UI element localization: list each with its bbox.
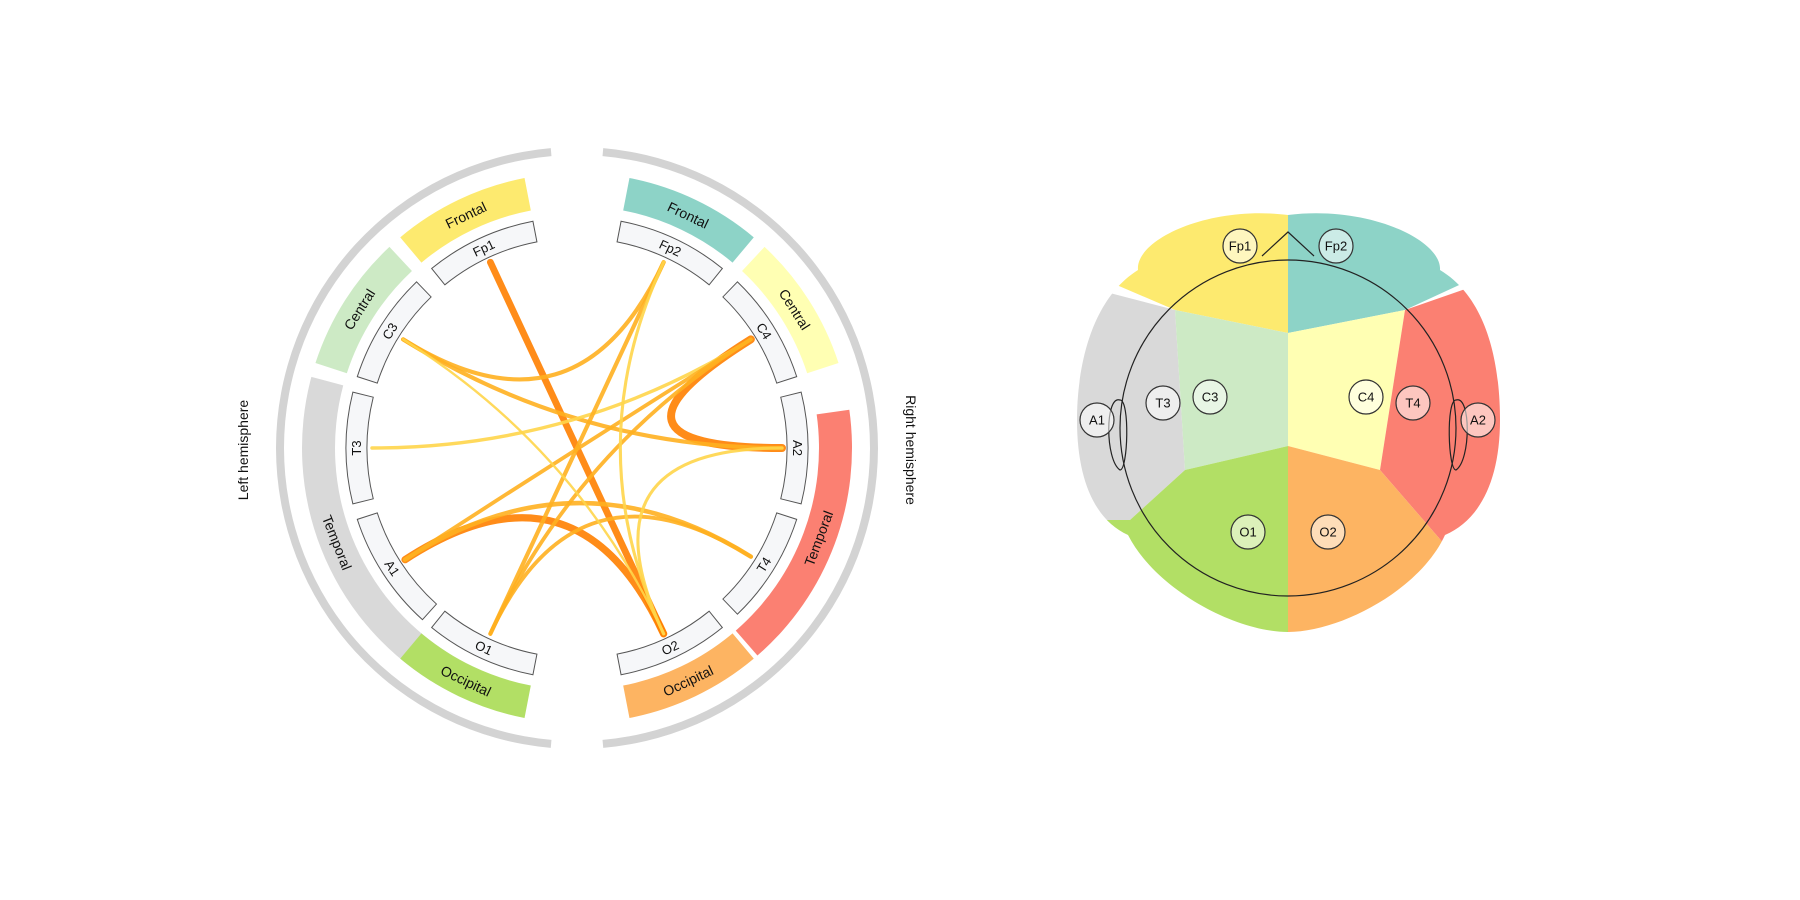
scalp-electrode-o2 [1310, 514, 1346, 550]
electrode-label-o1: O1 [473, 637, 495, 658]
scalp-electrode-fp2 [1318, 228, 1354, 264]
link-t3-c4 [370, 337, 753, 450]
scalp-electrode-t3 [1145, 385, 1181, 421]
link-o2-a2 [636, 446, 784, 636]
electrode-label-t3: T3 [349, 440, 364, 455]
right-hemisphere-label: Right hemisphere [903, 395, 919, 505]
electrode-segment-t4 [722, 512, 798, 615]
link-a1-c4 [403, 337, 753, 562]
left-hemisphere-label: Left hemisphere [235, 400, 251, 501]
scalp-electrode-label-c3: C3 [1202, 390, 1219, 405]
scalp-electrodes: Fp1 Fp2 A1 T3 C3 C4 T4 A2 O1 O2 [1079, 228, 1496, 550]
link-c3-a2 [401, 337, 785, 451]
scalp-electrode-label-fp1: Fp1 [1229, 239, 1251, 254]
electrode-segment-o1 [430, 610, 538, 676]
nose-shape [1261, 231, 1315, 257]
electrode-label-t4: T4 [754, 554, 775, 575]
electrode-segment-c3 [356, 281, 432, 384]
electrode-segment-a2 [780, 391, 809, 505]
scalp-electrode-label-o2: O2 [1319, 525, 1336, 540]
link-o1-c4 [488, 337, 753, 636]
scalp-electrode-a2 [1460, 402, 1496, 438]
scalp-electrode-fp1 [1222, 228, 1258, 264]
electrode-segment-o2 [616, 610, 724, 676]
scalp-region-left-central [1175, 310, 1288, 470]
electrode-label-o2: O2 [659, 637, 681, 658]
head-circle [1119, 259, 1457, 597]
scalp-electrode-label-fp2: Fp2 [1325, 239, 1347, 254]
scalp-electrode-c3 [1192, 379, 1228, 415]
scalp-region-right-central [1288, 310, 1405, 470]
link-c3-o2 [401, 338, 665, 635]
electrode-label-c3: C3 [379, 320, 401, 342]
scalp-electrode-label-t4: T4 [1405, 396, 1420, 411]
scalp-regions [1077, 213, 1500, 632]
region-arc-left-occipital [400, 633, 531, 718]
scalp-electrode-label-t3: T3 [1155, 396, 1170, 411]
region-arc-left-central [315, 246, 412, 374]
electrode-segment-fp1 [430, 220, 538, 286]
electrode-label-a2: A2 [790, 440, 805, 456]
electrode-segment-a1 [356, 512, 438, 621]
scalp-region-left-temporal [1077, 280, 1185, 540]
region-arc-right-occipital [623, 633, 754, 718]
connection-links [370, 258, 786, 638]
scalp-region-right-temporal [1380, 270, 1500, 545]
scalp-electrode-label-a1: A1 [1089, 413, 1105, 428]
region-arc-right-frontal [623, 178, 754, 263]
electrode-segment-t3 [345, 391, 374, 505]
region-arc-left-frontal [400, 178, 531, 263]
region-arc-right-temporal [735, 409, 852, 656]
electrode-label-c4: C4 [753, 320, 775, 342]
electrode-label-a1: A1 [381, 557, 402, 579]
scalp-electrode-c4 [1348, 379, 1384, 415]
scalp-electrode-a1 [1079, 402, 1115, 438]
chord-diagram: FrontalCentralTemporalOccipitalFrontalCe… [235, 148, 919, 748]
scalp-electrode-t4 [1395, 385, 1431, 421]
scalp-electrode-o1 [1230, 514, 1266, 550]
electrode-segment-fp2 [616, 220, 724, 286]
electrode-segment-c4 [722, 281, 798, 384]
scalp-electrode-label-c4: C4 [1358, 390, 1375, 405]
scalp-electrode-label-a2: A2 [1470, 413, 1486, 428]
region-arc-right-central [742, 246, 839, 374]
scalp-map: Fp1 Fp2 A1 T3 C3 C4 T4 A2 O1 O2 [1077, 213, 1500, 632]
scalp-electrode-label-o1: O1 [1239, 525, 1256, 540]
